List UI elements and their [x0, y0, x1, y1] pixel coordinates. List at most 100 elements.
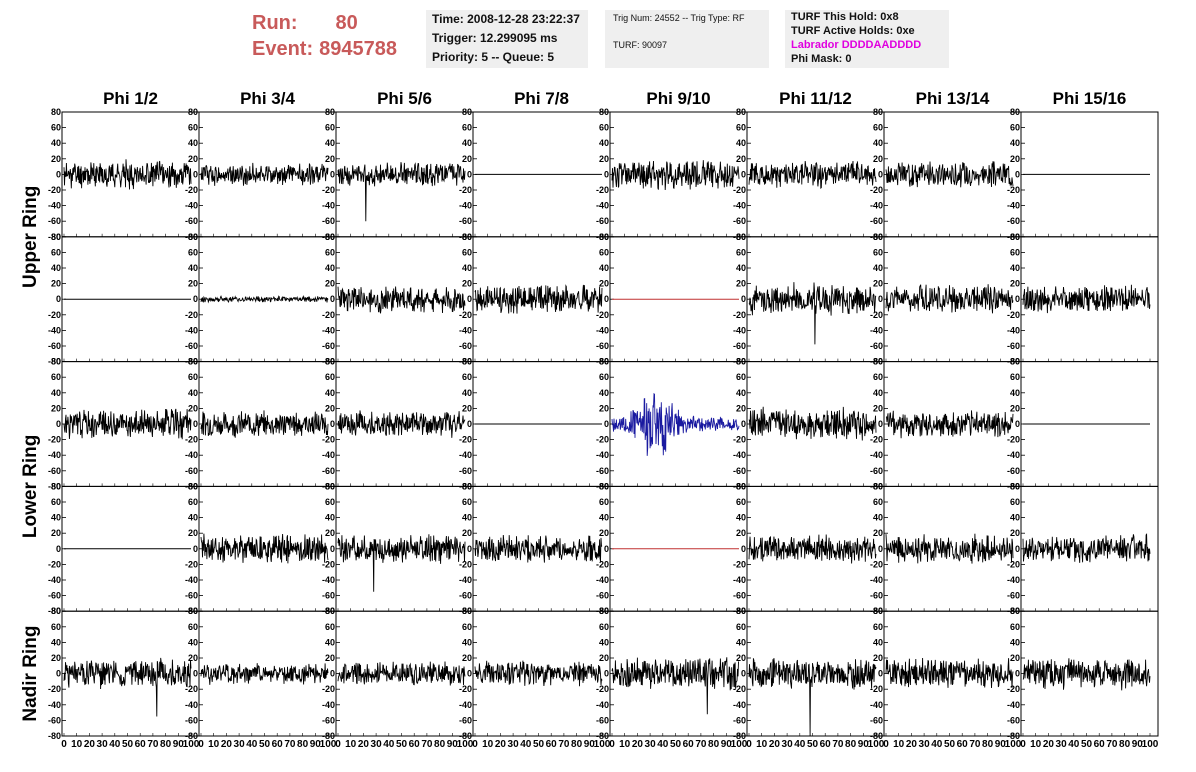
x-tick-label: 70 [1106, 739, 1118, 750]
y-tick-label: -60 [459, 715, 472, 725]
x-tick-label: 80 [571, 739, 583, 750]
y-tick-label: 60 [599, 497, 609, 507]
y-tick-label: 80 [325, 232, 335, 242]
x-tick-label: 100 [1005, 739, 1022, 750]
y-tick-label: 60 [51, 497, 61, 507]
y-tick-label: 60 [1010, 247, 1020, 257]
x-tick-label: 100 [183, 739, 200, 750]
run-line: Run: 80 [252, 10, 412, 36]
y-tick-label: 80 [188, 232, 198, 242]
waveform-trace [200, 533, 329, 564]
y-tick-label: -20 [1007, 435, 1020, 445]
y-tick-label: -20 [322, 684, 335, 694]
turf-text: TURF: 90097 [613, 40, 668, 50]
y-tick-label: -40 [870, 575, 883, 585]
y-tick-label: -60 [459, 591, 472, 601]
row-label-2: Lower Ring [20, 435, 41, 538]
y-tick-label: 40 [188, 388, 198, 398]
y-tick-label: -20 [596, 435, 609, 445]
y-tick-label: 60 [736, 123, 746, 133]
y-tick-label: 60 [873, 247, 883, 257]
y-tick-label: -40 [733, 450, 746, 460]
y-tick-label: 40 [1010, 388, 1020, 398]
y-tick-label: 60 [462, 123, 472, 133]
waveform-trace [611, 392, 740, 456]
y-tick-label: 80 [736, 357, 746, 367]
y-tick-label: -40 [48, 325, 61, 335]
y-tick-label: -40 [733, 700, 746, 710]
y-tick-label: 80 [325, 107, 335, 117]
y-tick-label: 0 [741, 544, 746, 554]
y-tick-label: 0 [330, 669, 335, 679]
y-tick-label: 80 [1010, 606, 1020, 616]
y-tick-label: 40 [188, 263, 198, 273]
y-tick-label: 80 [188, 107, 198, 117]
x-tick-label: 20 [1043, 739, 1055, 750]
y-tick-label: 60 [51, 123, 61, 133]
y-tick-label: 60 [736, 622, 746, 632]
y-tick-label: 80 [736, 481, 746, 491]
y-tick-label: 40 [51, 388, 61, 398]
y-tick-label: -60 [185, 216, 198, 226]
y-tick-label: 20 [873, 154, 883, 164]
y-tick-label: -40 [733, 575, 746, 585]
y-tick-label: -60 [733, 715, 746, 725]
row-label-1: Upper Ring [20, 186, 41, 288]
waveform-trace [474, 660, 603, 687]
y-tick-label: -40 [1007, 700, 1020, 710]
y-tick-label: 40 [462, 263, 472, 273]
y-tick-label: 80 [462, 481, 472, 491]
y-tick-label: 80 [599, 606, 609, 616]
y-tick-label: 20 [1010, 528, 1020, 538]
y-tick-label: 40 [873, 513, 883, 523]
y-tick-label: 0 [1015, 169, 1020, 179]
y-tick-label: 0 [56, 169, 61, 179]
x-tick-label: 90 [858, 739, 870, 750]
y-tick-label: 0 [741, 669, 746, 679]
y-tick-label: 80 [51, 606, 61, 616]
y-tick-label: 60 [188, 247, 198, 257]
x-tick-label: 100 [868, 739, 885, 750]
y-tick-label: -20 [870, 185, 883, 195]
y-tick-label: -20 [459, 185, 472, 195]
y-tick-label: -20 [596, 684, 609, 694]
y-tick-label: 40 [188, 513, 198, 523]
y-tick-label: -60 [185, 591, 198, 601]
y-tick-label: -20 [48, 559, 61, 569]
x-tick-label: 90 [584, 739, 596, 750]
y-tick-label: 0 [467, 669, 472, 679]
y-tick-label: -80 [1007, 731, 1020, 741]
y-tick-label: 20 [873, 279, 883, 289]
y-tick-label: -60 [596, 591, 609, 601]
waveform-trace [748, 534, 877, 564]
y-tick-label: -60 [459, 216, 472, 226]
y-tick-label: 60 [188, 123, 198, 133]
waveform-trace [474, 534, 603, 563]
y-tick-label: 60 [1010, 497, 1020, 507]
waveform-trace [63, 657, 192, 717]
y-tick-label: -20 [596, 559, 609, 569]
y-tick-label: 80 [188, 481, 198, 491]
y-tick-label: -20 [1007, 310, 1020, 320]
y-tick-label: -40 [322, 700, 335, 710]
y-tick-label: -60 [733, 591, 746, 601]
y-tick-label: 40 [325, 388, 335, 398]
y-tick-label: 60 [1010, 622, 1020, 632]
x-tick-label: 70 [284, 739, 296, 750]
y-tick-label: -60 [733, 216, 746, 226]
y-tick-label: 40 [873, 637, 883, 647]
x-tick-label: 50 [944, 739, 956, 750]
x-tick-label: 60 [957, 739, 969, 750]
waveform-trace [337, 661, 466, 686]
y-tick-label: 80 [599, 107, 609, 117]
y-tick-label: -60 [185, 466, 198, 476]
y-tick-label: 20 [188, 653, 198, 663]
y-tick-label: -80 [48, 357, 61, 367]
y-tick-label: -40 [870, 450, 883, 460]
x-tick-label: 90 [447, 739, 459, 750]
y-tick-label: 0 [604, 294, 609, 304]
y-tick-label: 80 [51, 232, 61, 242]
x-tick-label: 90 [995, 739, 1007, 750]
y-tick-label: 60 [873, 497, 883, 507]
y-tick-label: 0 [467, 544, 472, 554]
